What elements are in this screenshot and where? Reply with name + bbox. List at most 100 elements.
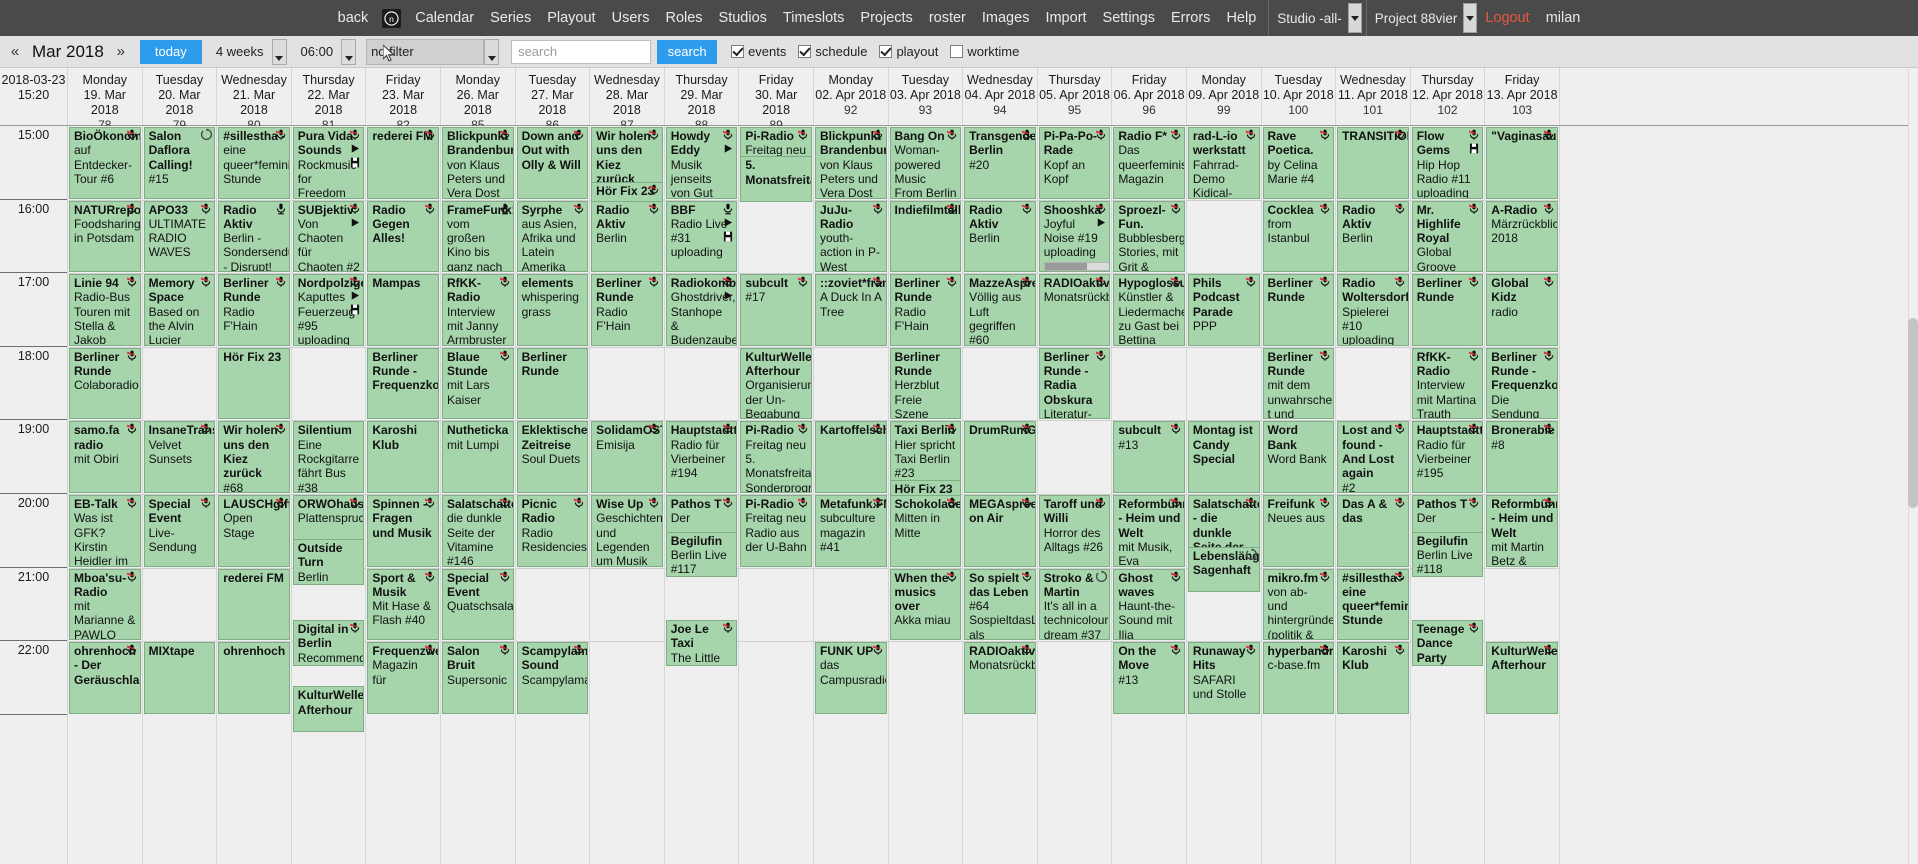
date-column-header[interactable]: Monday 26. Mar 2018 85 <box>441 68 516 132</box>
calendar-event[interactable]: Indiefilmtalk <box>889 200 962 273</box>
nav-link-series[interactable]: Series <box>490 10 532 26</box>
mic-muted-icon[interactable] <box>572 202 586 215</box>
play-icon[interactable] <box>348 142 362 155</box>
today-button[interactable]: today <box>139 39 202 64</box>
calendar-event[interactable]: "Vaginasaur" <box>1486 127 1558 199</box>
mic-icon[interactable] <box>721 202 735 215</box>
play-icon[interactable] <box>348 216 362 229</box>
mic-muted-icon[interactable] <box>1393 570 1407 583</box>
mic-muted-icon[interactable] <box>423 570 437 583</box>
mic-muted-icon[interactable] <box>1169 202 1183 215</box>
mic-muted-icon[interactable] <box>274 496 288 509</box>
calendar-event[interactable]: Wir holen uns den Kiez zurück#68 <box>218 421 290 493</box>
mic-muted-icon[interactable] <box>348 496 362 509</box>
mic-muted-icon[interactable] <box>1318 275 1332 288</box>
day-column[interactable]: Wir holen uns den Kiez zurück#68Hör Fix … <box>590 126 665 864</box>
date-column-header[interactable]: Monday 09. Apr 2018 99 <box>1187 68 1262 125</box>
mic-icon[interactable] <box>498 202 512 215</box>
calendar-event[interactable]: Salon Daflora Calling! #15 <box>143 127 216 199</box>
calendar-event[interactable]: Berliner Runde <box>1411 274 1484 346</box>
calendar-event[interactable]: subcult #17 <box>740 274 812 346</box>
date-column-header[interactable]: Thursday 22. Mar 2018 81 <box>292 68 367 132</box>
save-icon[interactable] <box>348 303 362 316</box>
checkbox-box-playout[interactable] <box>879 45 893 58</box>
mic-muted-icon[interactable] <box>1467 422 1481 435</box>
mic-muted-icon[interactable] <box>647 202 661 215</box>
calendar-event[interactable]: samo.fa radio mit Obiri <box>69 421 141 493</box>
mic-muted-icon[interactable] <box>945 496 959 509</box>
calendar-event[interactable]: MEGAspree on Air <box>964 495 1036 567</box>
mic-muted-icon[interactable] <box>721 128 735 141</box>
mic-muted-icon[interactable] <box>1542 422 1556 435</box>
nav-link-calendar[interactable]: Calendar <box>415 10 475 26</box>
calendar-event[interactable]: InsaneTransmissionVelvet Sunsets <box>143 421 216 493</box>
mic-muted-icon[interactable] <box>199 422 213 435</box>
calendar-event[interactable]: RadiokombinatGhostdriver, Stanhope & Bud… <box>665 274 738 346</box>
filter-select-chevron-down-icon[interactable] <box>484 38 500 65</box>
calendar-event[interactable]: Sport & Musik Mit Hase & Flash #40 <box>367 568 439 641</box>
calendar-event[interactable]: On the Move #13 <box>1113 642 1185 714</box>
calendar-event[interactable]: Berliner Runde - Frequenzkonsum <box>367 347 439 420</box>
calendar-event[interactable]: Das A & das <box>1337 495 1409 567</box>
calendar-event[interactable]: JuJu-Radio youth-action in P-West <box>814 200 887 273</box>
mic-muted-icon[interactable] <box>348 275 362 288</box>
mic-muted-icon[interactable] <box>1467 621 1481 634</box>
calendar-event[interactable]: Begilufin Berlin Live #118 <box>1411 531 1484 578</box>
calendar-event[interactable]: 5. Monatsfreitag <box>740 156 812 203</box>
calendar-event[interactable]: Blaue Stunde mit Lars Kaiser <box>441 347 514 420</box>
day-column[interactable]: Radio F*Das queerfeministische MagazinSp… <box>1112 126 1187 864</box>
calendar-event[interactable]: MIXtape <box>143 642 216 714</box>
next-month-button[interactable]: » <box>116 43 125 60</box>
calendar-event[interactable]: Scampylama Sound Scampylama <box>516 642 589 714</box>
day-column[interactable]: rederei FM Radio Gegen Alles! Mampas Berlin… <box>366 126 441 864</box>
calendar-event[interactable]: RfKK-Radio Interview mit Martina Trauth <box>1411 347 1484 420</box>
mic-muted-icon[interactable] <box>871 128 885 141</box>
logout-link[interactable]: Logout <box>1485 10 1530 26</box>
calendar-event[interactable]: RADIOaktivMonatsrückblick <box>964 642 1036 714</box>
play-icon[interactable] <box>1094 216 1108 229</box>
mic-muted-icon[interactable] <box>572 643 586 656</box>
day-column[interactable]: Rave Poetica. by Celina Marie #4 Cocklea fr… <box>1261 126 1337 864</box>
mic-muted-icon[interactable] <box>498 496 512 509</box>
date-column-header[interactable]: Tuesday 20. Mar 2018 79 <box>143 68 218 132</box>
day-column[interactable]: Flow Gems Hip Hop Radio #11 uploading Mr. H… <box>1410 126 1486 864</box>
mic-muted-icon[interactable] <box>572 496 586 509</box>
calendar-event[interactable]: Global Kidz radio <box>1486 274 1558 346</box>
calendar-event[interactable]: Karoshi Klub <box>1337 642 1409 714</box>
calendar-event[interactable]: Radio Woltersdorf Spielerei #10 uploading <box>1337 274 1409 346</box>
nav-link-timeslots[interactable]: Timeslots <box>782 10 845 26</box>
mic-muted-icon[interactable] <box>1020 275 1034 288</box>
nav-link-projects[interactable]: Projects <box>860 10 913 26</box>
calendar-event[interactable]: Berliner Runde Radio F'Hain <box>889 274 962 346</box>
mic-muted-icon[interactable] <box>871 422 885 435</box>
calendar-event[interactable]: BioÖkonomieauf Entdecker-Tour #6 <box>69 127 141 199</box>
calendar-event[interactable]: Silentium Eine Rockgitarre fährt Bus #38 <box>292 421 365 493</box>
calendar-event[interactable]: FrameFunk! vom großen Kino bis ganz nach … <box>441 200 514 273</box>
mic-muted-icon[interactable] <box>647 422 661 435</box>
checkbox-events[interactable]: events <box>731 44 786 59</box>
calendar-event[interactable]: #sillestha - eine queer*feministische St… <box>1337 568 1409 641</box>
calendar-event[interactable]: elements whispering grass <box>516 274 589 346</box>
mic-muted-icon[interactable] <box>1318 128 1332 141</box>
calendar-event[interactable]: SolidamOST Emisija <box>591 421 663 493</box>
mic-muted-icon[interactable] <box>1467 128 1481 141</box>
play-icon[interactable] <box>721 289 735 302</box>
calendar-event[interactable]: Mampas <box>367 274 439 346</box>
mic-muted-icon[interactable] <box>274 275 288 288</box>
calendar-event[interactable]: FUNK UP das Campusradio <box>814 642 887 714</box>
play-icon[interactable] <box>721 216 735 229</box>
calendar-event[interactable]: hyperbandrauschenc-base.fm <box>1262 642 1335 714</box>
date-column-header[interactable]: Tuesday 10. Apr 2018 100 <box>1262 68 1337 125</box>
calendar-event[interactable]: Freifunk Neues aus <box>1262 495 1335 567</box>
calendar-event[interactable]: subcult #13 <box>1113 421 1185 493</box>
calendar-event[interactable]: Lost and found - And Lost again #2 <box>1337 421 1409 493</box>
